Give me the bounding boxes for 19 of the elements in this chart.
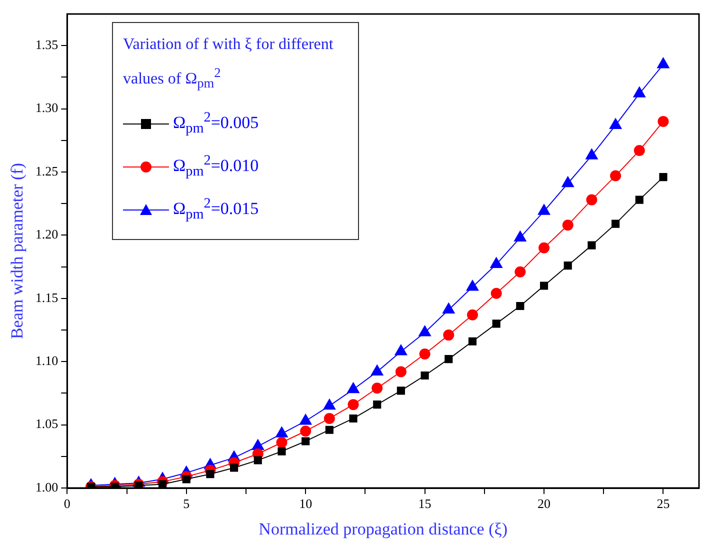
x-tick-label: 10 xyxy=(299,496,312,512)
legend-label: Ω$_{pm}$$^{2}$=0.010 xyxy=(173,152,259,180)
y-tick-label: 1.00 xyxy=(35,479,58,494)
y-tick-label: 1.15 xyxy=(35,290,58,305)
y-tick-label: 1.30 xyxy=(35,100,58,116)
x-tick-label: 0 xyxy=(64,496,70,512)
y-tick-label: 1.10 xyxy=(35,353,58,368)
x-tick-label: 5 xyxy=(183,496,190,512)
y-tick-label: 1.35 xyxy=(35,37,58,52)
x-tick-label: 20 xyxy=(538,496,551,512)
y-tick-label: 1.20 xyxy=(35,226,58,242)
x-tick-label: 15 xyxy=(418,496,432,512)
legend-label: Ω$_{pm}$$^{2}$=0.005 xyxy=(173,110,259,137)
x-tick-label: 25 xyxy=(656,496,670,512)
legend-label: Ω$_{pm}$$^{2}$=0.015 xyxy=(173,196,259,223)
y-tick-label: 1.25 xyxy=(35,163,58,178)
y-axis-title: Beam width parameter (f) xyxy=(8,162,27,340)
x-axis-title: Normalized propagation distance (ξ) xyxy=(258,519,508,538)
y-tick-label: 1.05 xyxy=(35,416,58,432)
